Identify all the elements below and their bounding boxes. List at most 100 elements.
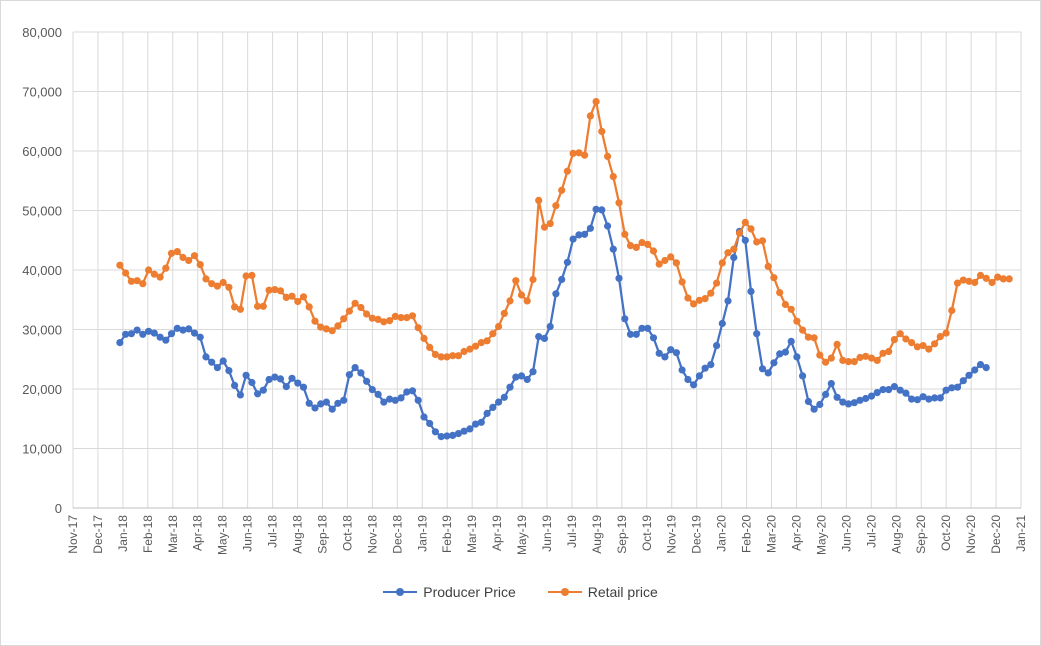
data-point: [248, 271, 256, 279]
data-point: [500, 309, 508, 317]
data-point: [816, 400, 824, 409]
data-point: [529, 275, 537, 284]
data-point: [902, 335, 910, 343]
data-point: [282, 293, 290, 301]
data-point: [839, 398, 847, 406]
y-tick-label: 30,000: [22, 323, 62, 338]
data-point: [621, 315, 629, 323]
data-point: [965, 371, 973, 379]
data-point: [495, 398, 503, 406]
data-point: [649, 334, 658, 342]
data-point: [713, 342, 721, 350]
data-point: [758, 237, 767, 245]
data-point: [839, 356, 847, 364]
data-point: [890, 336, 899, 344]
x-tick-label: Oct-18: [340, 515, 354, 551]
data-point: [431, 428, 439, 436]
data-point: [793, 353, 801, 361]
data-point: [145, 327, 153, 335]
data-point: [231, 381, 239, 389]
data-point: [167, 249, 176, 257]
data-point: [368, 386, 376, 394]
data-point: [449, 352, 457, 360]
data-point: [959, 377, 967, 385]
data-point: [764, 369, 772, 377]
data-point: [437, 433, 445, 441]
data-point: [787, 337, 795, 345]
data-point: [971, 366, 979, 374]
x-tick-label: May-19: [515, 515, 529, 555]
data-point: [741, 218, 749, 226]
data-point: [724, 297, 732, 305]
data-point: [311, 317, 319, 325]
data-point: [558, 186, 566, 194]
x-tick-label: Jun-18: [241, 515, 255, 552]
x-tick-label: Aug-20: [889, 515, 903, 554]
data-point: [133, 277, 141, 285]
data-point: [213, 364, 221, 372]
data-point: [340, 315, 348, 323]
x-tick-label: Jan-20: [715, 515, 729, 552]
data-point: [122, 330, 130, 338]
y-tick-label: 80,000: [22, 25, 62, 40]
data-point: [179, 326, 187, 334]
data-point: [317, 400, 325, 408]
data-point: [999, 275, 1008, 283]
data-point: [718, 259, 726, 267]
data-point: [948, 384, 956, 392]
data-point: [615, 274, 623, 282]
data-point: [190, 329, 199, 337]
data-point: [810, 334, 818, 342]
data-point: [626, 242, 635, 250]
data-point: [730, 245, 738, 253]
data-point: [707, 361, 715, 369]
y-tick-label: 20,000: [22, 382, 62, 397]
data-point: [678, 366, 686, 374]
data-point: [374, 390, 382, 398]
data-point: [196, 333, 204, 341]
x-tick-label: Aug-19: [590, 515, 604, 554]
data-point: [862, 352, 870, 360]
data-point: [414, 324, 422, 332]
y-tick-label: 70,000: [22, 85, 62, 100]
data-point: [254, 302, 262, 310]
data-point: [357, 303, 365, 312]
x-tick-label: Oct-20: [939, 515, 953, 551]
data-point: [477, 339, 485, 347]
data-point: [994, 273, 1002, 281]
data-point: [282, 383, 290, 391]
data-point: [351, 299, 359, 307]
x-tick-label: Feb-18: [141, 515, 155, 553]
data-point: [454, 352, 462, 360]
x-tick-label: Dec-19: [690, 515, 704, 554]
x-tick-label: Nov-20: [964, 515, 978, 554]
data-point: [512, 277, 520, 285]
x-tick-label: May-18: [216, 515, 230, 555]
data-point: [822, 358, 830, 366]
data-point: [695, 296, 704, 304]
data-point: [345, 307, 353, 315]
data-point: [609, 245, 617, 253]
data-point: [942, 386, 950, 394]
data-point: [971, 278, 979, 287]
data-point: [690, 300, 698, 308]
data-point: [363, 310, 371, 318]
y-tick-label: 40,000: [22, 263, 62, 278]
x-tick-label: Nov-18: [365, 515, 379, 554]
data-point: [391, 312, 399, 320]
x-tick-label: Sep-18: [315, 515, 329, 554]
data-point: [844, 358, 853, 366]
data-point: [305, 303, 313, 311]
data-point: [793, 317, 801, 325]
data-point: [575, 149, 583, 157]
data-point: [925, 345, 933, 353]
data-point: [724, 249, 732, 257]
data-point: [982, 364, 990, 372]
data-point: [500, 393, 508, 401]
data-point: [684, 294, 692, 302]
data-point: [368, 314, 376, 322]
data-point: [299, 293, 308, 301]
data-point: [386, 395, 394, 403]
data-point: [426, 343, 434, 351]
data-point: [885, 347, 893, 356]
